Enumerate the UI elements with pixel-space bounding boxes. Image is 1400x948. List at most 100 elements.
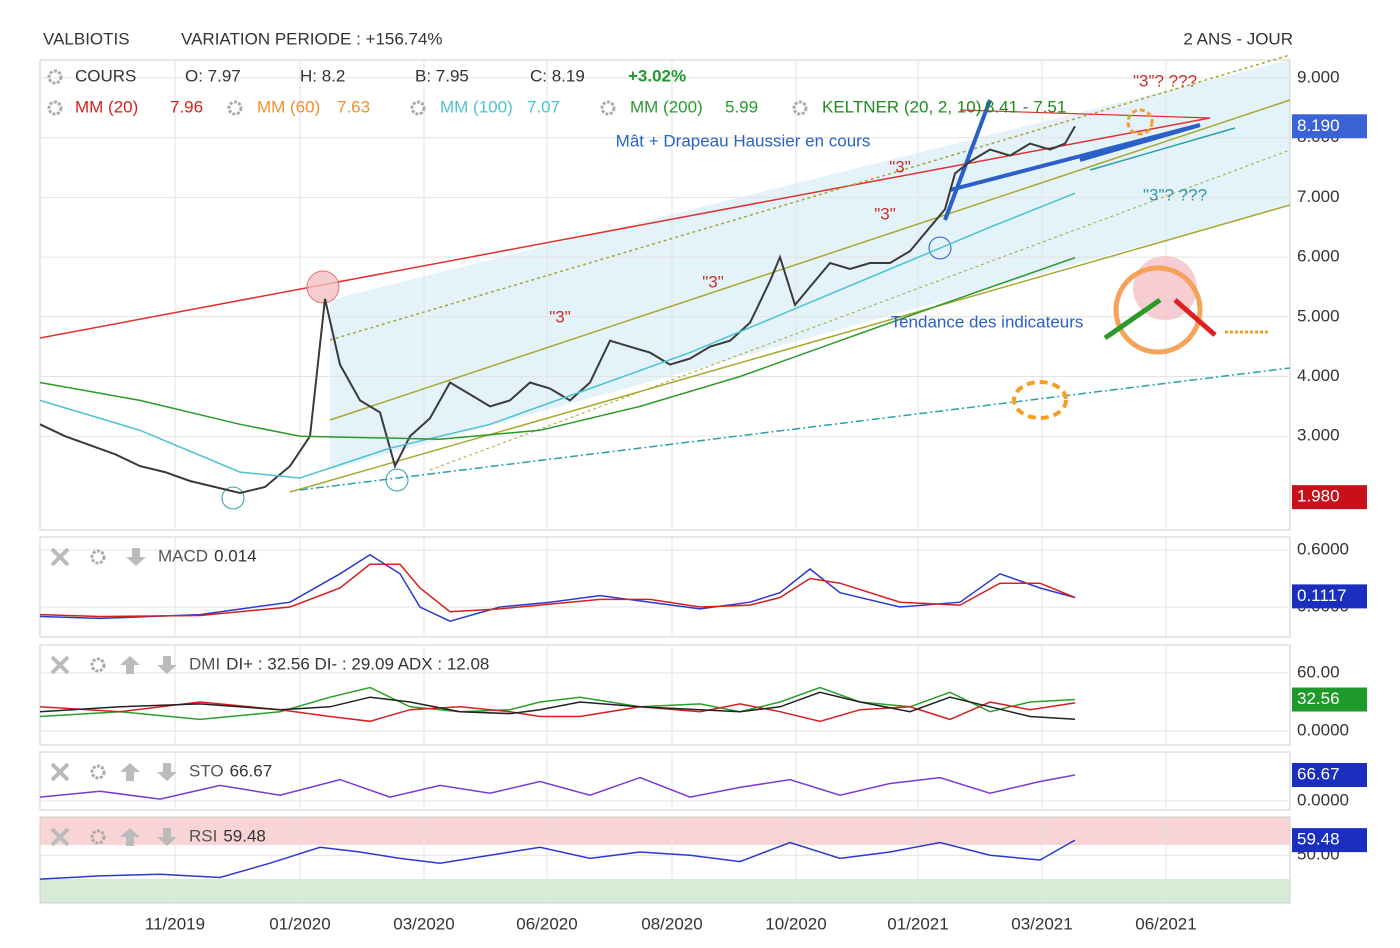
x-tick-label: 01/2021 — [887, 914, 948, 933]
ohlc: O: 7.97 — [185, 66, 241, 85]
gear-icon — [47, 100, 63, 116]
down-icon — [157, 763, 177, 781]
panel-frame — [39, 816, 1291, 904]
rsi-overbought-zone — [40, 817, 1290, 845]
symbol: VALBIOTIS — [43, 29, 130, 48]
rsi-oversold-zone — [40, 879, 1290, 903]
legend-name: COURS — [75, 66, 136, 85]
y-tick-label: 0.6000 — [1297, 539, 1349, 558]
drawing — [943, 99, 992, 221]
series-line — [39, 192, 1076, 479]
gear-icon — [792, 100, 808, 116]
variation: VARIATION PERIODE : +156.74% — [181, 29, 443, 48]
panel-value: DI+ : 32.56 DI- : 29.09 ADX : 12.08 — [226, 654, 489, 673]
drawing — [1103, 297, 1162, 341]
drawing — [928, 236, 952, 260]
panel-title: DMI — [189, 654, 220, 673]
y-tick-label: 4.000 — [1297, 366, 1340, 385]
series-line — [39, 125, 1076, 495]
x-tick-label: 03/2021 — [1011, 914, 1072, 933]
legend-value: 7.63 — [337, 97, 370, 116]
legend-name: KELTNER (20, 2, 10) — [822, 97, 981, 116]
annotation: "3" — [889, 157, 911, 176]
drawing — [221, 486, 245, 510]
legend-value: 7.07 — [527, 97, 560, 116]
panel-value: 0.014 — [214, 546, 257, 565]
legend-value: 7.96 — [170, 97, 203, 116]
last-value-box — [1292, 687, 1367, 712]
legend-value: 5.99 — [725, 97, 758, 116]
x-tick-label: 01/2020 — [269, 914, 330, 933]
close-icon — [50, 547, 70, 567]
panel-title: RSI — [189, 826, 217, 845]
y-tick-label: 7.000 — [1297, 187, 1340, 206]
gear-icon — [600, 100, 616, 116]
gear-icon — [90, 657, 106, 673]
last-value-box — [1292, 828, 1367, 853]
legend-name: MM (100) — [440, 97, 513, 116]
y-tick-label: 60.00 — [1297, 663, 1340, 682]
gear-icon — [227, 100, 243, 116]
annotation: Mât + Drapeau Haussier en cours — [616, 131, 871, 150]
last-value-box — [1292, 584, 1367, 609]
x-tick-label: 10/2020 — [765, 914, 826, 933]
x-tick-label: 06/2020 — [516, 914, 577, 933]
panel-frame — [39, 59, 1291, 531]
legend-name: MM (60) — [257, 97, 320, 116]
gear-icon — [90, 549, 106, 565]
drawing — [39, 117, 1211, 339]
drawing — [329, 54, 1291, 341]
annotation: "3" — [549, 307, 571, 326]
series-line — [39, 774, 1076, 800]
drawing — [1113, 265, 1203, 355]
up-icon — [120, 763, 140, 781]
legend-value: 8.41 - 7.51 — [985, 97, 1066, 116]
y-tick-label: 0.0000 — [1297, 791, 1349, 810]
drawing — [959, 109, 1211, 119]
ohlc: B: 7.95 — [415, 66, 469, 85]
price-label: 8.190 — [1297, 116, 1340, 135]
panel-title: STO — [189, 761, 224, 780]
y-tick-label: 5.000 — [1297, 306, 1340, 325]
close-icon — [50, 655, 70, 675]
ohlc: H: 8.2 — [300, 66, 345, 85]
drawing — [289, 204, 1291, 493]
drawing — [1079, 123, 1201, 162]
drawing — [1173, 298, 1217, 337]
close-icon — [50, 827, 70, 847]
gear-icon — [90, 829, 106, 845]
up-icon — [120, 656, 140, 674]
x-tick-label: 11/2019 — [145, 914, 205, 933]
up-icon — [120, 828, 140, 846]
close-icon — [50, 762, 70, 782]
price-label: 1.980 — [1297, 487, 1340, 506]
drawing — [429, 149, 1291, 471]
annotation: "3"? ??? — [1133, 71, 1197, 90]
annotation: "3" — [702, 272, 724, 291]
price-label-box — [1292, 485, 1367, 510]
series-line — [39, 839, 1076, 880]
drawing — [306, 270, 340, 304]
drawing — [329, 99, 1291, 421]
last-value: 32.56 — [1297, 689, 1340, 708]
down-icon — [157, 656, 177, 674]
drawing — [1012, 380, 1068, 420]
y-tick-label: 9.000 — [1297, 67, 1340, 86]
y-tick-label: 6.000 — [1297, 247, 1340, 266]
legend-name: MM (200) — [630, 97, 703, 116]
annotation: Tendance des indicateurs — [891, 312, 1084, 331]
change: +3.02% — [628, 66, 686, 85]
drawing — [385, 468, 409, 492]
panel-value: 59.48 — [223, 826, 266, 845]
period: 2 ANS - JOUR — [1183, 29, 1293, 48]
down-icon — [157, 828, 177, 846]
legend-name: MM (20) — [75, 97, 138, 116]
series-line — [39, 691, 1076, 721]
annotation: "3" — [874, 204, 896, 223]
panel-title: MACD — [158, 546, 208, 565]
last-value: 66.67 — [1297, 764, 1340, 783]
x-tick-label: 06/2021 — [1135, 914, 1196, 933]
ohlc: C: 8.19 — [530, 66, 585, 85]
y-tick-label: 0.0000 — [1297, 720, 1349, 739]
series-line — [39, 256, 1076, 440]
